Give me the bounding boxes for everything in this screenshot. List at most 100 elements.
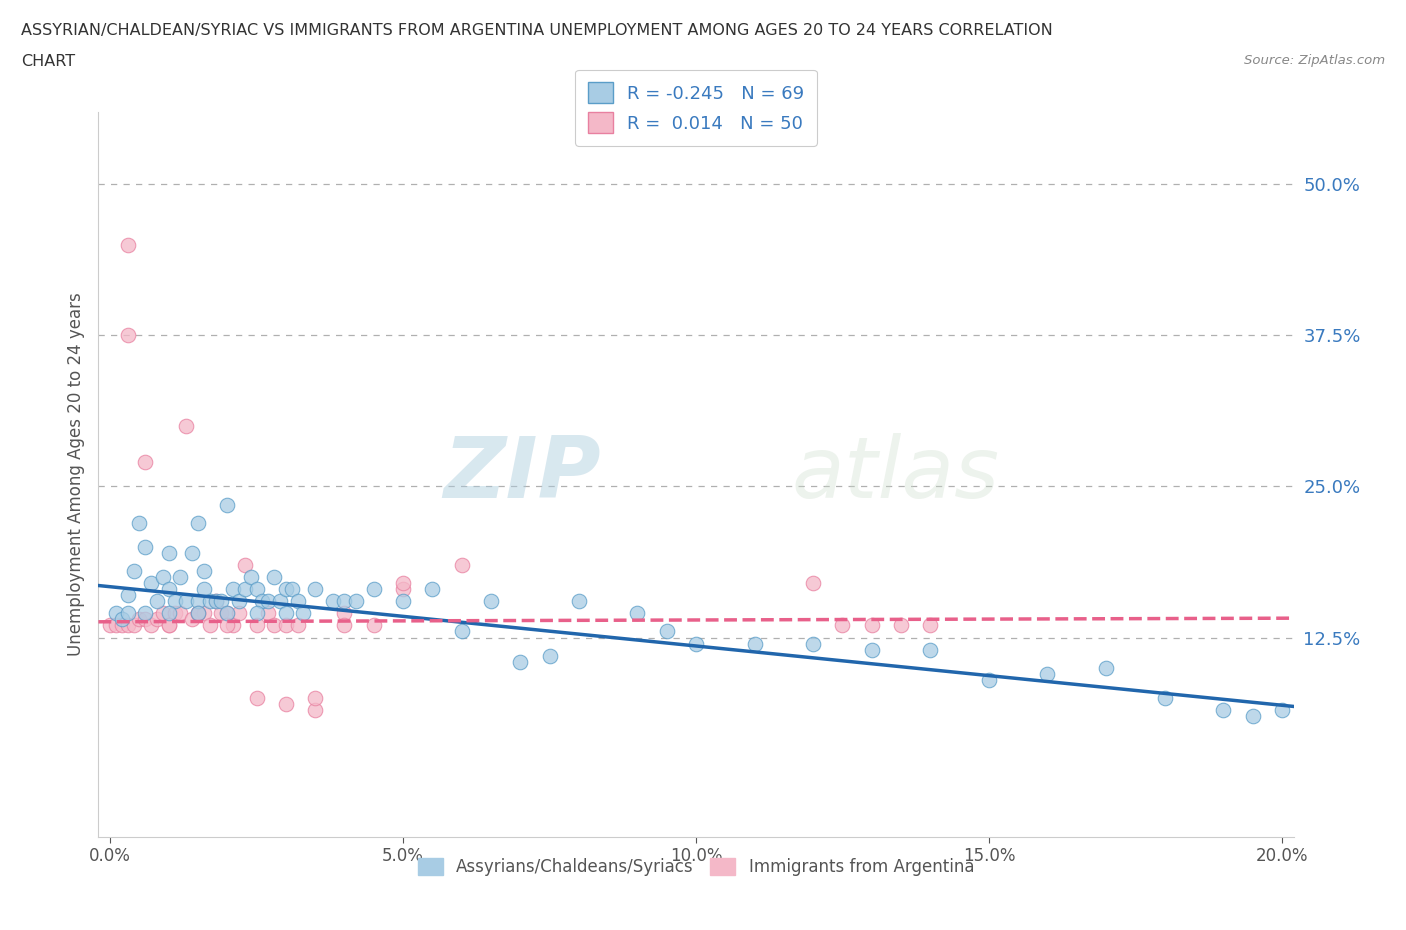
Point [157, 582, 180, 597]
Point [344, 594, 367, 609]
Point [920, 618, 942, 633]
Point [222, 582, 245, 597]
Point [257, 606, 280, 621]
Point [169, 570, 191, 585]
Point [363, 618, 385, 633]
Text: ZIP: ZIP [443, 432, 600, 516]
Point [1095, 660, 1118, 675]
Point [831, 618, 853, 633]
Point [181, 545, 204, 560]
Point [304, 703, 326, 718]
Point [134, 612, 156, 627]
Point [392, 576, 415, 591]
Point [860, 618, 883, 633]
Point [333, 618, 356, 633]
Point [157, 618, 180, 633]
Point [193, 606, 215, 621]
Point [333, 594, 356, 609]
Point [217, 618, 239, 633]
Point [228, 606, 250, 621]
Point [157, 606, 180, 621]
Point [141, 618, 163, 633]
Point [304, 691, 326, 706]
Point [187, 606, 209, 621]
Point [333, 606, 356, 621]
Point [392, 594, 415, 609]
Point [538, 648, 561, 663]
Point [274, 618, 297, 633]
Point [174, 418, 197, 433]
Point [655, 624, 678, 639]
Point [211, 606, 233, 621]
Point [274, 606, 297, 621]
Point [134, 455, 156, 470]
Point [134, 539, 156, 554]
Point [422, 582, 444, 597]
Point [274, 582, 297, 597]
Point [217, 606, 239, 621]
Point [117, 588, 139, 603]
Point [263, 570, 285, 585]
Point [626, 606, 648, 621]
Point [228, 594, 250, 609]
Point [174, 594, 197, 609]
Point [146, 594, 169, 609]
Point [287, 594, 309, 609]
Point [157, 545, 180, 560]
Point [152, 570, 174, 585]
Point [111, 612, 134, 627]
Point [128, 515, 150, 530]
Text: Source: ZipAtlas.com: Source: ZipAtlas.com [1244, 54, 1385, 67]
Point [128, 612, 150, 627]
Point [363, 582, 385, 597]
Point [217, 606, 239, 621]
Point [860, 643, 883, 658]
Point [193, 582, 215, 597]
Point [198, 618, 221, 633]
Point [801, 636, 824, 651]
Point [1271, 703, 1294, 718]
Point [117, 328, 139, 343]
Point [1036, 667, 1059, 682]
Text: atlas: atlas [792, 432, 1000, 516]
Point [246, 582, 269, 597]
Point [246, 606, 269, 621]
Point [281, 582, 304, 597]
Point [222, 618, 245, 633]
Point [304, 582, 326, 597]
Point [204, 594, 226, 609]
Point [134, 606, 156, 621]
Point [977, 672, 1000, 687]
Point [685, 636, 707, 651]
Point [122, 618, 145, 633]
Point [450, 558, 472, 573]
Point [117, 606, 139, 621]
Point [246, 618, 269, 633]
Point [269, 594, 291, 609]
Point [920, 643, 942, 658]
Point [252, 594, 274, 609]
Point [193, 564, 215, 578]
Point [479, 594, 502, 609]
Text: CHART: CHART [21, 54, 75, 69]
Point [322, 594, 344, 609]
Point [98, 618, 121, 633]
Point [263, 618, 285, 633]
Point [257, 594, 280, 609]
Point [890, 618, 912, 633]
Point [187, 515, 209, 530]
Point [568, 594, 591, 609]
Point [117, 618, 139, 633]
Point [292, 606, 315, 621]
Point [1241, 709, 1264, 724]
Point [187, 606, 209, 621]
Point [392, 582, 415, 597]
Point [157, 618, 180, 633]
Text: ASSYRIAN/CHALDEAN/SYRIAC VS IMMIGRANTS FROM ARGENTINA UNEMPLOYMENT AMONG AGES 20: ASSYRIAN/CHALDEAN/SYRIAC VS IMMIGRANTS F… [21, 23, 1053, 38]
Point [233, 582, 256, 597]
Point [187, 606, 209, 621]
Point [246, 691, 269, 706]
Point [204, 594, 226, 609]
Point [181, 612, 204, 627]
Point [509, 655, 531, 670]
